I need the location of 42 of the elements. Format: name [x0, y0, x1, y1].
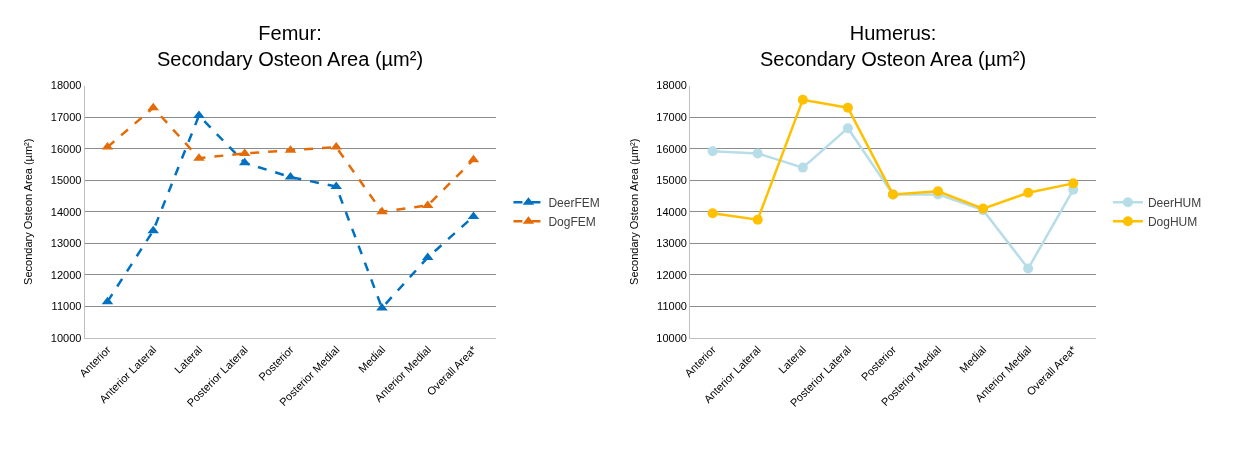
y-tick-label: 12000	[656, 268, 687, 281]
point	[707, 146, 718, 157]
y-tick-label: 13000	[656, 237, 687, 250]
y-tick-label: 17000	[656, 110, 687, 123]
y-tick-label: 13000	[50, 237, 82, 250]
point	[1023, 263, 1034, 274]
y-tick-label: 12000	[50, 268, 82, 281]
y-tick-label: 18000	[50, 79, 82, 92]
y-tick-label: 10000	[656, 331, 687, 344]
y-tick-label: 16000	[50, 142, 82, 155]
chart-title: Femur: Secondary Osteon Area (µm²)	[157, 22, 424, 70]
point	[147, 102, 159, 111]
point	[193, 110, 205, 119]
point	[797, 162, 808, 173]
y-tick-label: 14000	[50, 205, 82, 218]
y-tick-label: 16000	[656, 142, 687, 155]
point	[752, 214, 763, 225]
point	[797, 94, 808, 105]
legend-label: DogFEM	[548, 214, 596, 229]
point	[842, 123, 853, 134]
legend-label: DeerHUM	[1147, 195, 1202, 210]
y-axis-title: Secondary Osteon Area (µm²)	[627, 138, 640, 285]
point	[842, 102, 853, 113]
point	[752, 148, 763, 159]
y-tick-label: 15000	[656, 174, 687, 187]
point	[376, 206, 388, 215]
y-tick-label: 11000	[657, 300, 687, 313]
point	[330, 181, 342, 190]
legend-label: DeerFEM	[548, 195, 600, 210]
y-tick-label: 10000	[50, 331, 82, 344]
point	[707, 208, 718, 219]
y-tick-label: 14000	[656, 205, 687, 218]
y-tick-label: 11000	[51, 300, 82, 313]
y-tick-label: 18000	[656, 79, 687, 92]
y-tick-label: 17000	[50, 110, 82, 123]
point	[1023, 187, 1034, 198]
chart-title: Humerus: Secondary Osteon Area (µm²)	[760, 22, 1027, 70]
point	[1068, 178, 1079, 189]
point	[147, 225, 159, 234]
y-tick-label: 15000	[50, 174, 82, 187]
legend-label: DogHUM	[1147, 214, 1198, 229]
y-axis-title: Secondary Osteon Area (µm²)	[22, 138, 35, 285]
